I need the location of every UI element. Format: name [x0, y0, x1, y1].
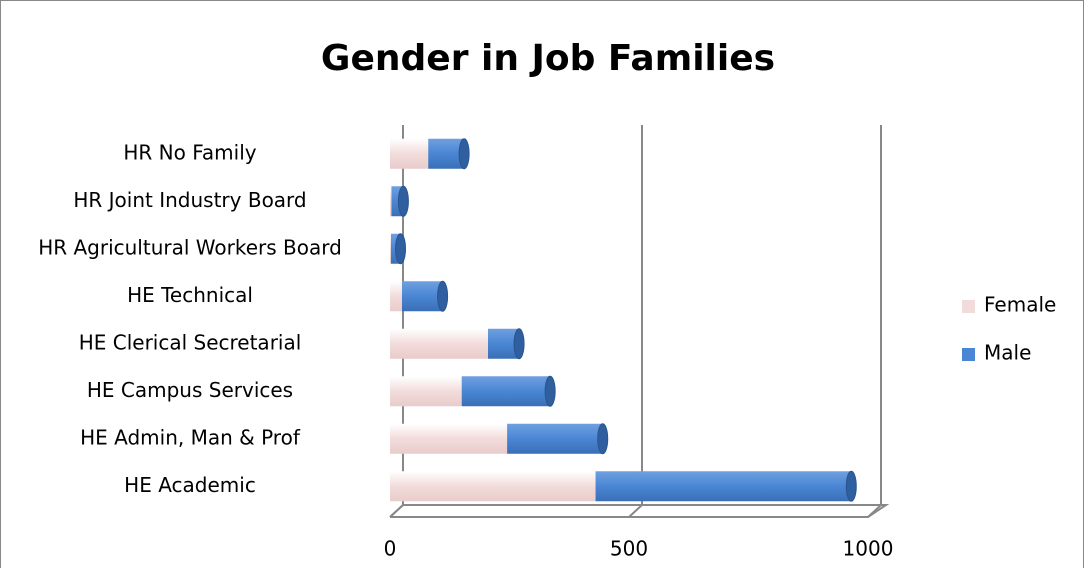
- bar-segment: [390, 376, 462, 407]
- bar-segment: [595, 471, 852, 502]
- y-tick-label: HE Technical: [127, 283, 253, 307]
- x-tick-label: 500: [610, 537, 648, 561]
- y-tick-label: HR Agricultural Workers Board: [38, 235, 342, 259]
- chart-title: Gender in Job Families: [321, 38, 775, 79]
- grid-line: [628, 125, 643, 518]
- bar-segment: [391, 186, 404, 217]
- bar-cap: [845, 470, 857, 502]
- bar-cap: [397, 185, 409, 217]
- bar-segment: [390, 471, 596, 502]
- y-tick-label: HE Campus Services: [87, 378, 293, 402]
- bar-segment: [401, 281, 443, 312]
- legend-label: Male: [984, 341, 1031, 365]
- bar-segment: [428, 138, 465, 169]
- y-tick-label: HE Clerical Secretarial: [79, 330, 302, 354]
- bar-segment: [507, 423, 603, 454]
- y-tick-label: HR Joint Industry Board: [73, 188, 306, 212]
- y-tick-label: HR No Family: [123, 140, 256, 164]
- bar-cap: [513, 328, 525, 360]
- x-tick-label: 1000: [843, 537, 894, 561]
- bar-segment: [390, 281, 402, 312]
- grid-line: [867, 125, 882, 518]
- bar-segment: [390, 233, 391, 264]
- bar-cap: [544, 375, 556, 407]
- bar-cap: [395, 233, 407, 265]
- legend-swatch: [962, 348, 975, 361]
- bar-segment: [390, 328, 488, 359]
- y-tick-label: HE Academic: [124, 473, 256, 497]
- legend-swatch: [962, 300, 975, 313]
- bar-cap: [458, 138, 470, 170]
- bar-segment: [390, 138, 429, 169]
- y-tick-label: HE Admin, Man & Prof: [80, 425, 301, 449]
- bar-cap: [437, 280, 449, 312]
- bar-cap: [597, 423, 609, 455]
- legend-label: Female: [984, 293, 1056, 317]
- x-tick-label: 0: [384, 537, 397, 561]
- bar-segment: [390, 423, 508, 454]
- bar-segment: [461, 376, 551, 407]
- bar-segment: [390, 186, 392, 217]
